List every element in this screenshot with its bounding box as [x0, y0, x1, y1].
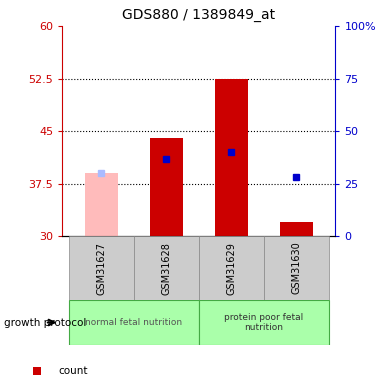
Text: GSM31628: GSM31628: [161, 242, 171, 295]
Bar: [199, 236, 264, 300]
Text: protein poor fetal
nutrition: protein poor fetal nutrition: [224, 313, 303, 332]
Text: GSM31627: GSM31627: [96, 242, 106, 295]
Text: count: count: [58, 366, 88, 375]
Bar: [150, 138, 183, 236]
Bar: [199, 300, 329, 345]
Text: growth protocol: growth protocol: [4, 318, 86, 327]
Bar: [69, 300, 199, 345]
Text: normal fetal nutrition: normal fetal nutrition: [85, 318, 183, 327]
Bar: [134, 236, 199, 300]
Text: GSM31630: GSM31630: [291, 242, 301, 294]
Bar: [215, 79, 248, 236]
Bar: [264, 236, 329, 300]
Bar: [280, 222, 313, 236]
Text: GSM31629: GSM31629: [227, 242, 236, 295]
Title: GDS880 / 1389849_at: GDS880 / 1389849_at: [122, 9, 275, 22]
Bar: [85, 173, 118, 236]
Bar: [69, 236, 134, 300]
